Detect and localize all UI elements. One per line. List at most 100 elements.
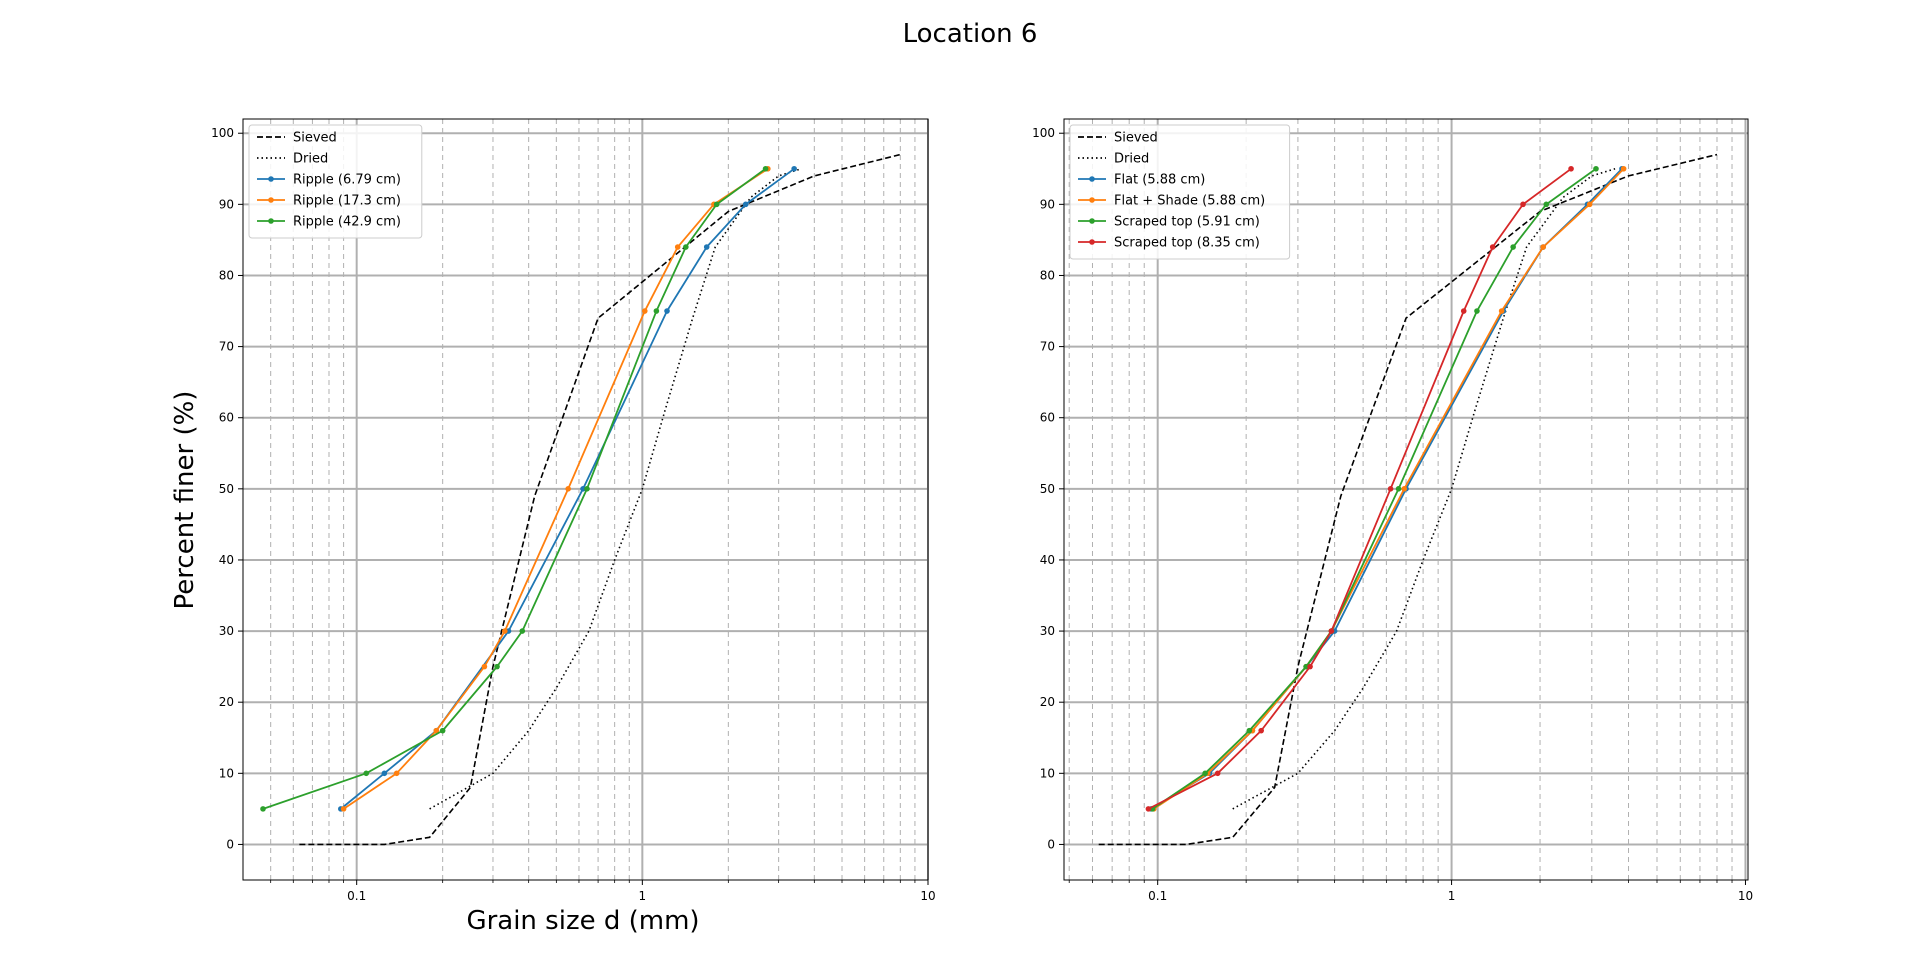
- series-point: [1620, 165, 1627, 172]
- series-point: [641, 308, 648, 314]
- legend: Sieved Dried Ripple (6.79 cm) Ripple (17.3 …: [248, 124, 423, 239]
- y-tick-label: 100: [1032, 126, 1055, 140]
- series-point: [565, 486, 571, 492]
- series-point: [1540, 244, 1546, 250]
- series-line-4: [1151, 168, 1597, 810]
- series-point: [1258, 727, 1264, 734]
- series-point: [1474, 308, 1480, 314]
- series-point: [481, 663, 488, 670]
- legend-entry: Sieved: [293, 131, 337, 146]
- y-tick-label: 40: [219, 553, 234, 567]
- series-line-5: [1148, 168, 1572, 810]
- y-tick-label: 50: [219, 482, 234, 496]
- x-tick-label: 10: [1738, 889, 1753, 903]
- series-point: [1395, 486, 1402, 492]
- y-tick-label: 80: [1040, 268, 1055, 282]
- x-tick-label: 0.1: [347, 889, 366, 903]
- legend-entry: Ripple (17.3 cm): [293, 194, 401, 209]
- x-axis-label: Grain size d (mm): [466, 906, 699, 936]
- legend-entry: Scraped top (5.91 cm): [1114, 215, 1260, 230]
- series-line-3: [1153, 168, 1625, 810]
- series-point: [1498, 308, 1505, 314]
- y-tick-label: 70: [1040, 340, 1055, 354]
- series-point: [674, 244, 681, 250]
- series-point: [1460, 308, 1467, 314]
- legend-entry: Scraped top (8.35 cm): [1114, 236, 1260, 251]
- y-tick-label: 100: [211, 126, 234, 140]
- y-tick-label: 30: [1040, 624, 1055, 638]
- y-tick-label: 0: [226, 837, 234, 851]
- series-point: [762, 165, 769, 172]
- series-point: [501, 628, 508, 634]
- y-tick-label: 30: [219, 624, 234, 638]
- series-line-1: [429, 168, 802, 810]
- series-point: [439, 727, 446, 734]
- y-tick-label: 90: [1040, 197, 1055, 211]
- series-point: [1401, 486, 1408, 492]
- y-tick-label: 10: [219, 766, 234, 780]
- series-line-3: [343, 168, 769, 810]
- x-tick-label: 0.1: [1148, 889, 1167, 903]
- legend: Sieved Dried Flat (5.88 cm) Flat + Shade (5…: [1069, 124, 1291, 260]
- legend-box: [1069, 124, 1291, 260]
- y-axis-label: Percent finer (%): [170, 391, 200, 610]
- series-point: [664, 308, 670, 314]
- series-point: [791, 165, 797, 172]
- series-point: [1520, 201, 1526, 208]
- series-point: [519, 628, 526, 634]
- series-point: [1568, 165, 1574, 172]
- series-point: [260, 806, 266, 812]
- series-point: [1202, 770, 1208, 777]
- legend-box: [248, 124, 423, 239]
- y-tick-label: 20: [1040, 695, 1055, 709]
- series-point: [653, 308, 660, 314]
- y-tick-label: 80: [219, 268, 234, 282]
- series-point: [1307, 663, 1313, 670]
- y-tick-label: 10: [1040, 766, 1055, 780]
- legend-marker: [1089, 218, 1095, 224]
- series-point: [584, 486, 590, 492]
- x-tick-label: 10: [920, 889, 935, 903]
- series-point: [393, 770, 400, 777]
- y-tick-label: 60: [1040, 411, 1055, 425]
- legend-entry: Sieved: [1114, 131, 1158, 146]
- plot-frame: [242, 118, 929, 881]
- series-line-0: [299, 153, 901, 846]
- series-point: [363, 770, 370, 777]
- series-point: [683, 244, 689, 250]
- x-tick-label: 1: [639, 889, 647, 903]
- series-line-4: [262, 168, 767, 810]
- series-point: [1387, 486, 1394, 492]
- y-tick-label: 40: [1040, 553, 1055, 567]
- legend-marker: [1089, 176, 1095, 182]
- series-point: [713, 201, 720, 208]
- legend-entry: Ripple (42.9 cm): [293, 215, 401, 230]
- legend-entry: Flat + Shade (5.88 cm): [1114, 194, 1265, 209]
- legend-entry: Dried: [293, 152, 328, 167]
- series-point: [1145, 806, 1152, 812]
- y-tick-label: 20: [219, 695, 234, 709]
- series-point: [1246, 727, 1253, 734]
- y-tick-label: 50: [1040, 482, 1055, 496]
- series-point: [703, 244, 710, 250]
- series-point: [381, 770, 388, 777]
- series-line-1: [1232, 168, 1616, 810]
- legend-marker: [268, 197, 274, 203]
- series-point: [1328, 628, 1335, 634]
- legend-marker: [268, 218, 274, 224]
- legend-entry: Dried: [1114, 152, 1149, 167]
- series-line-0: [1098, 153, 1718, 846]
- x-tick-label: 1: [1448, 889, 1456, 903]
- legend-marker: [268, 176, 274, 182]
- plot-frame: [1063, 118, 1749, 881]
- series-point: [494, 663, 500, 670]
- legend-marker: [1089, 239, 1095, 245]
- legend-entry: Flat (5.88 cm): [1114, 173, 1205, 188]
- series-point: [1586, 201, 1593, 208]
- y-tick-label: 90: [219, 197, 234, 211]
- series-point: [1510, 244, 1516, 250]
- series-point: [742, 201, 749, 208]
